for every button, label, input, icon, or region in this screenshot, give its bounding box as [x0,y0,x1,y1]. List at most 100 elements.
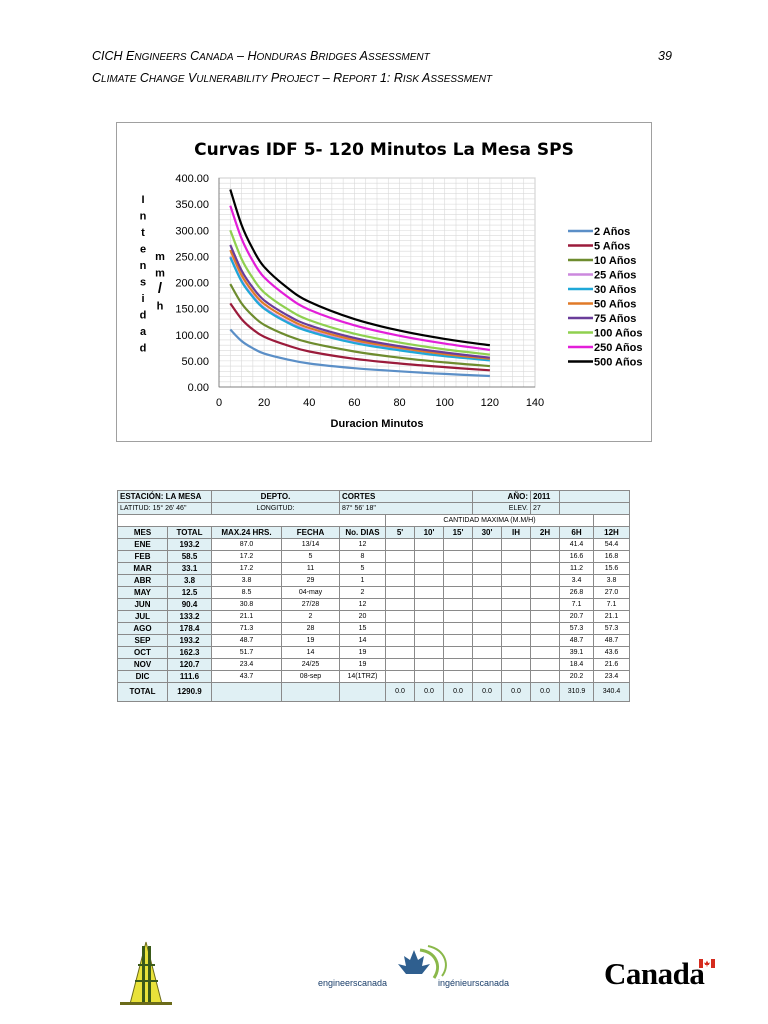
table-row: ABR 3.8 3.8 29 1 3.4 3.8 [117,574,630,587]
elev-value: 27 [530,502,560,515]
table-cell: 18.4 [559,658,594,671]
table-cell: 3.8 [167,574,212,587]
y-axis-label-char: d [140,310,147,322]
rainfall-table: ESTACIÓN: LA MESA DEPTO. CORTES AÑO: 201… [117,490,630,702]
table-cell: OCT [117,646,168,659]
table-cell [414,538,444,551]
table-cell: 43.7 [211,670,282,683]
table-cell [530,538,560,551]
table-cell [472,610,502,623]
table-cell [443,562,473,575]
table-cell [414,610,444,623]
total-cell: 0.0 [414,682,444,702]
table-cell: 13/14 [281,538,340,551]
x-tick-label: 140 [526,397,544,409]
table-cell: 51.7 [211,646,282,659]
y-axis-unit-char: m [155,268,165,280]
table-cell: 23.4 [593,670,630,683]
y-tick-label: 300.00 [175,225,209,237]
legend-label: 10 Años [594,255,636,267]
y-axis-label-char: e [140,244,146,256]
table-cell: 57.3 [593,622,630,635]
canada-wordmark: Canada [604,956,705,991]
table-cell [501,538,531,551]
table-cell: 8 [339,550,386,563]
y-tick-label: 50.00 [181,356,209,368]
latitud: LATITUD: 15° 26' 46" [117,502,212,515]
table-cell [414,586,444,599]
y-axis-label-char: n [140,211,147,223]
chart-title: Curvas IDF 5- 120 Minutos La Mesa SPS [194,140,574,160]
table-cell: 3.8 [593,574,630,587]
table-cell [385,610,415,623]
table-cell: 30.8 [211,598,282,611]
table-row: OCT 162.3 51.7 14 19 39.1 43.6 [117,646,630,659]
y-tick-label: 150.00 [175,304,209,316]
table-cell: 5 [281,550,340,563]
table-cell: 23.4 [211,658,282,671]
column-header: No. DIAS [339,526,386,539]
table-cell: 8.5 [211,586,282,599]
depto-label: DEPTO. [211,490,340,503]
table-cell: 3.4 [559,574,594,587]
running-header-line-2: Climate Change Vulnerability Project – R… [92,71,493,85]
table-cell: 14 [281,646,340,659]
table-cell: 58.5 [167,550,212,563]
table-cell: 27.0 [593,586,630,599]
table-cell [414,634,444,647]
legend-label: 30 Años [594,284,636,296]
table-row: AGO 178.4 71.3 28 15 57.3 57.3 [117,622,630,635]
table-cell: 21.1 [593,610,630,623]
table-cell: 111.6 [167,670,212,683]
table-cell: 17.2 [211,550,282,563]
table-cell [501,574,531,587]
y-axis-unit-char: / [158,280,163,297]
table-cell [385,586,415,599]
column-header: MAX.24 HRS. [211,526,282,539]
table-cell [472,634,502,647]
table-cell [414,670,444,683]
y-axis-unit-char: m [155,251,165,263]
table-cell: 21.6 [593,658,630,671]
series-line-30-años [229,256,491,362]
table-cell [414,562,444,575]
table-cell [443,670,473,683]
table-cell [530,658,560,671]
table-cell: 08-sep [281,670,340,683]
y-axis-label-char: s [140,277,146,289]
total-cell [339,682,386,702]
table-cell [472,622,502,635]
series-line-250-años [229,205,491,351]
x-tick-label: 100 [436,397,454,409]
total-cell [211,682,282,702]
column-header: FECHA [281,526,340,539]
table-row: MAY 12.5 8.5 04-may 2 26.8 27.0 [117,586,630,599]
ingenieurs-canada-text: ingénieurscanada [438,978,509,988]
y-axis-label-char: a [140,326,147,338]
table-row: MAR 33.1 17.2 11 5 11.2 15.6 [117,562,630,575]
table-cell [530,550,560,563]
table-cell: 11 [281,562,340,575]
table-cell [385,670,415,683]
table-cell: 120.7 [167,658,212,671]
table-cell [530,574,560,587]
table-cell: 26.8 [559,586,594,599]
total-cell: 0.0 [385,682,415,702]
y-axis-label-char: n [140,260,147,272]
legend-label: 50 Años [594,299,636,311]
table-cell [385,598,415,611]
series-line-5-años [229,302,490,372]
table-cell: 133.2 [167,610,212,623]
table-cell: 20.7 [559,610,594,623]
table-cell: AGO [117,622,168,635]
longitud-label: LONGITUD: [211,502,340,515]
table-cell: 12 [339,538,386,551]
table-cell [472,550,502,563]
table-cell: 29 [281,574,340,587]
series-line-75-años [229,244,491,359]
column-header: 10' [414,526,444,539]
column-header: 12H [593,526,630,539]
table-row: DIC 111.6 43.7 08-sep 14(1TRZ) 20.2 23.4 [117,670,630,683]
y-tick-label: 250.00 [175,251,209,263]
table-row: JUN 90.4 30.8 27/28 12 7.1 7.1 [117,598,630,611]
